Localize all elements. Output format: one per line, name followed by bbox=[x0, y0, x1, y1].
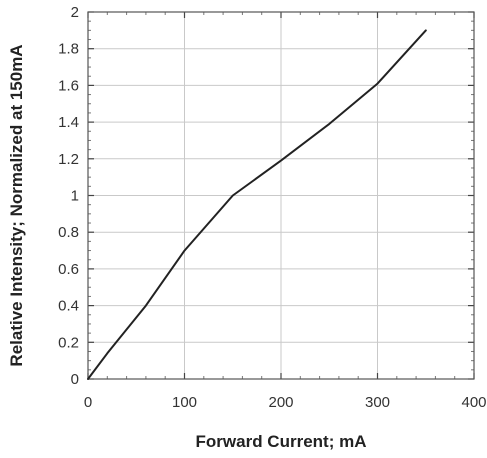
x-tick-label: 300 bbox=[365, 394, 390, 411]
grid-lines bbox=[87, 11, 475, 380]
x-axis-title: Forward Current; mA bbox=[196, 432, 367, 451]
x-tick-label: 0 bbox=[84, 394, 92, 411]
y-tick-label: 0.6 bbox=[58, 261, 79, 278]
y-tick-label: 1.4 bbox=[58, 114, 79, 131]
plot-area-frame bbox=[87, 11, 475, 380]
y-tick-label: 1 bbox=[71, 188, 79, 205]
tick-labels: 0 100 200 300 400 0 0.2 0.4 0.6 0.8 1 1.2 1.4 1.6 1.8 2 bbox=[58, 4, 486, 411]
y-tick-label: 1.2 bbox=[58, 151, 79, 168]
intensity-curve bbox=[87, 29, 427, 380]
y-tick-label: 1.6 bbox=[58, 77, 79, 94]
y-tick-label: 2 bbox=[71, 4, 79, 21]
y-tick-label: 0 bbox=[71, 371, 79, 388]
series-layer bbox=[87, 29, 427, 380]
x-tick-label: 200 bbox=[268, 394, 293, 411]
x-tick-label: 100 bbox=[172, 394, 197, 411]
y-tick-label: 1.8 bbox=[58, 41, 79, 58]
y-axis-title: Relative Intensity; Normalized at 150mA bbox=[7, 44, 26, 366]
x-tick-label: 400 bbox=[461, 394, 486, 411]
y-tick-label: 0.8 bbox=[58, 224, 79, 241]
y-tick-label: 0.4 bbox=[58, 298, 79, 315]
y-tick-label: 0.2 bbox=[58, 334, 79, 351]
